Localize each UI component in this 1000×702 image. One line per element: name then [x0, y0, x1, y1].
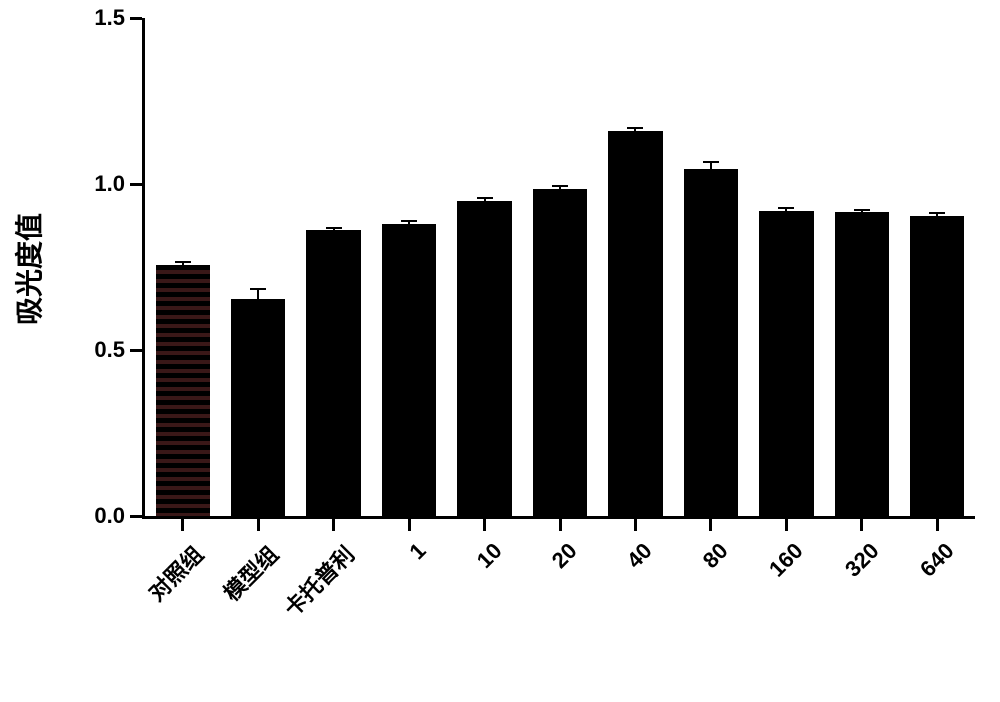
bar	[156, 265, 210, 516]
error-cap	[854, 209, 870, 211]
y-tick-label: 0.0	[75, 503, 125, 529]
bar	[382, 224, 436, 516]
x-tick	[181, 519, 184, 531]
x-tick	[860, 519, 863, 531]
plot-area: 0.00.51.01.5对照组模型组卡托普利110204080160320640	[145, 18, 975, 516]
chart-container: 吸光度值 0.00.51.01.5对照组模型组卡托普利1102040801603…	[0, 0, 1000, 651]
bar	[835, 212, 889, 516]
error-cap	[250, 288, 266, 290]
x-tick	[785, 519, 788, 531]
y-tick	[130, 349, 142, 352]
error-cap	[929, 212, 945, 214]
y-tick-label: 1.5	[75, 5, 125, 31]
error-cap	[401, 220, 417, 222]
x-tick-label: 640	[800, 538, 960, 698]
y-tick-label: 1.0	[75, 171, 125, 197]
x-tick	[709, 519, 712, 531]
y-tick-label: 0.5	[75, 337, 125, 363]
bar	[457, 201, 511, 516]
x-tick	[634, 519, 637, 531]
y-tick	[130, 17, 142, 20]
bar	[759, 211, 813, 516]
error-cap	[477, 197, 493, 199]
x-tick	[332, 519, 335, 531]
error-cap	[552, 185, 568, 187]
y-axis-line	[142, 18, 145, 516]
error-cap	[627, 127, 643, 129]
error-cap	[703, 161, 719, 163]
error-cap	[778, 207, 794, 209]
x-tick	[408, 519, 411, 531]
y-axis-label: 吸光度值	[8, 169, 48, 369]
x-tick	[483, 519, 486, 531]
bar	[608, 131, 662, 516]
bar	[533, 189, 587, 516]
bar	[910, 216, 964, 516]
y-tick	[130, 183, 142, 186]
error-cap	[326, 227, 342, 229]
bar	[231, 299, 285, 516]
error-cap	[175, 261, 191, 263]
x-tick	[257, 519, 260, 531]
x-tick	[559, 519, 562, 531]
bar	[306, 230, 360, 516]
y-tick	[130, 515, 142, 518]
error-bar	[257, 289, 259, 299]
x-tick	[936, 519, 939, 531]
bar	[684, 169, 738, 516]
